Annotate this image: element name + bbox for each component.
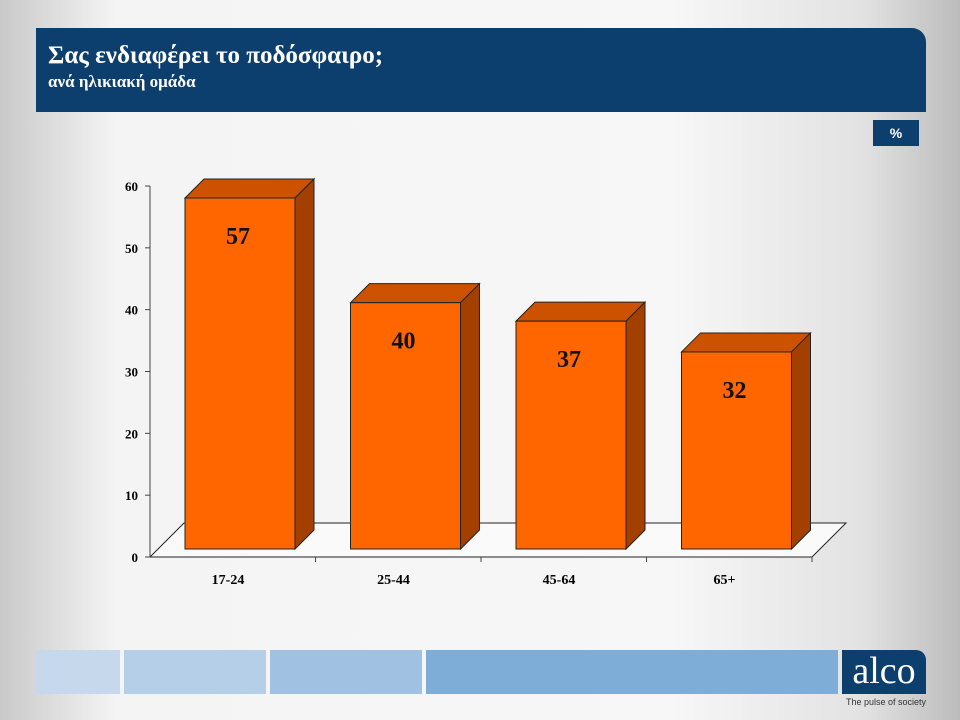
bar-side xyxy=(625,300,646,551)
y-tick-label: 40 xyxy=(125,303,138,318)
bar-side xyxy=(460,282,480,551)
slide-title: Σας ενδιαφέρει το ποδόσφαιρο; xyxy=(48,42,384,69)
x-tick-label: 65+ xyxy=(714,573,736,588)
data-label: 57 xyxy=(226,224,250,250)
bar-side xyxy=(294,177,315,551)
bar-top xyxy=(514,301,647,322)
y-tick-label: 50 xyxy=(125,241,138,256)
unit-badge: % xyxy=(873,120,919,146)
header-banner: Σας ενδιαφέρει το ποδόσφαιρο; ανά ηλικια… xyxy=(36,28,926,112)
data-label: 32 xyxy=(723,378,747,404)
y-tick-label: 20 xyxy=(125,426,138,441)
bar-top xyxy=(349,283,481,304)
bar xyxy=(184,197,296,550)
data-label: 40 xyxy=(392,329,416,355)
bar-top xyxy=(680,332,812,353)
x-tick-label: 45-64 xyxy=(543,573,576,588)
bar-top xyxy=(183,178,316,199)
bar xyxy=(681,351,792,550)
x-tick-label: 17-24 xyxy=(212,573,245,588)
footer-bar xyxy=(270,650,422,694)
y-tick-label: 60 xyxy=(125,179,138,194)
bar-side xyxy=(791,331,811,551)
x-tick-label: 25-44 xyxy=(377,573,410,588)
y-tick-label: 30 xyxy=(125,365,138,380)
logo-tagline: The pulse of society xyxy=(846,697,927,707)
slide-subtitle: ανά ηλικιακή ομάδα xyxy=(48,72,196,91)
footer-bar xyxy=(36,650,120,694)
alco-logo: alco xyxy=(842,650,926,694)
chart-floor xyxy=(148,522,848,558)
footer-bar xyxy=(426,650,838,694)
data-label: 37 xyxy=(557,347,581,373)
y-tick-label: 0 xyxy=(132,550,139,565)
bar xyxy=(515,320,627,550)
footer-bar xyxy=(124,650,266,694)
bar xyxy=(350,302,461,550)
y-tick-label: 10 xyxy=(125,488,138,503)
